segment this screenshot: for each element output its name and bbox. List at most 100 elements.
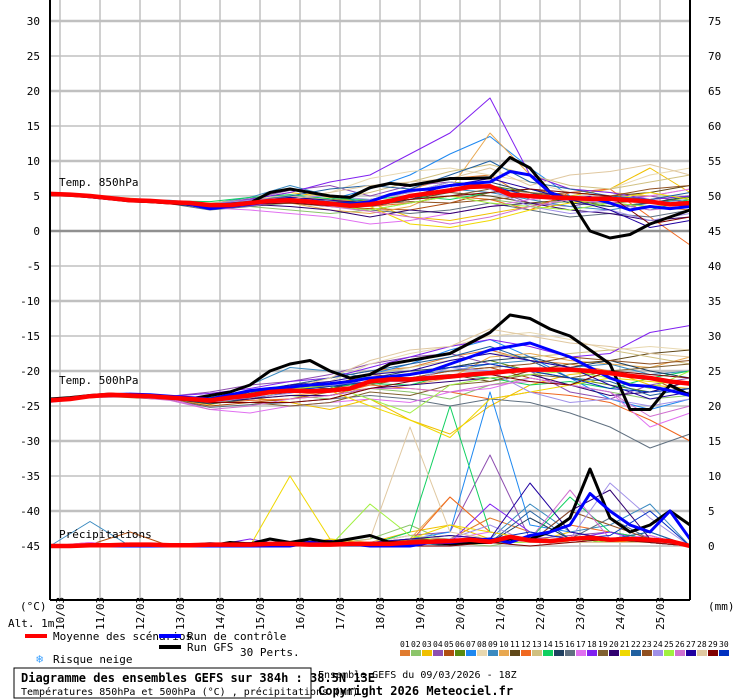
member-id-label: 23	[642, 640, 652, 649]
member-id-label: 26	[675, 640, 685, 649]
panel-label-t500: Temp. 500hPa	[59, 374, 138, 387]
panel-label-precip: Précipitations	[59, 528, 152, 541]
member-color-swatch	[510, 650, 520, 656]
date-tick-label: 18/03	[374, 597, 387, 630]
left-tick-label: -25	[20, 400, 40, 413]
left-tick-label: -15	[20, 330, 40, 343]
legend-control-label: Run de contrôle	[187, 630, 286, 643]
member-id-label: 19	[598, 640, 608, 649]
left-tick-label: -45	[20, 540, 40, 553]
right-unit-label: (mm)	[708, 600, 735, 613]
left-tick-label: -20	[20, 365, 40, 378]
panel-label-t850: Temp. 850hPa	[59, 176, 138, 189]
grid	[50, 0, 690, 600]
left-tick-label: 25	[27, 50, 40, 63]
axes: 10/03 11/03 12/03 13/03 14/03 15/03 16/03 17/03…	[20, 0, 721, 630]
member-color-swatch	[631, 650, 641, 656]
member-color-swatch	[521, 650, 531, 656]
member-color-swatch	[411, 650, 421, 656]
legend-snow-label: Risque neige	[53, 653, 132, 666]
member-color-swatch	[499, 650, 509, 656]
series-layer	[49, 97, 692, 549]
member-color-swatch	[708, 650, 718, 656]
altitude-label: Alt. 1m	[8, 617, 55, 630]
legend-control-swatch	[159, 634, 181, 638]
legend-gfs-label: Run GFS	[187, 641, 233, 654]
member-color-swatch	[422, 650, 432, 656]
date-tick-label: 12/03	[134, 597, 147, 630]
member-color-swatch	[664, 650, 674, 656]
legend-mean-label: Moyenne des scénarios	[53, 630, 192, 643]
date-tick-label: 16/03	[294, 597, 307, 630]
member-color-swatch	[532, 650, 542, 656]
date-tick-label: 11/03	[94, 597, 107, 630]
member-id-label: 30	[719, 640, 729, 649]
legend-mean-swatch	[25, 634, 47, 638]
member-color-swatch	[609, 650, 619, 656]
right-tick-label: 30	[708, 330, 721, 343]
left-tick-label: 20	[27, 85, 40, 98]
legend-perts-label: 30 Perts.	[240, 646, 300, 659]
left-tick-label: 5	[33, 190, 40, 203]
date-tick-label: 22/03	[534, 597, 547, 630]
right-tick-label: 5	[708, 505, 715, 518]
right-tick-label: 75	[708, 15, 721, 28]
date-tick-label: 20/03	[454, 597, 467, 630]
member-id-label: 17	[576, 640, 586, 649]
member-color-swatch	[642, 650, 652, 656]
date-tick-label: 24/03	[614, 597, 627, 630]
member-color-swatch	[466, 650, 476, 656]
member-id-label: 09	[488, 640, 498, 649]
run-info: Ensemble GEFS du 09/03/2026 - 18Z	[318, 670, 517, 681]
date-tick-label: 17/03	[334, 597, 347, 630]
member-color-swatch	[719, 650, 729, 656]
member-color-swatch	[576, 650, 586, 656]
member-color-swatch	[697, 650, 707, 656]
chart-subtitle: Températures 850hPa et 500hPa (°C) , pré…	[21, 686, 358, 698]
member-id-label: 07	[466, 640, 476, 649]
member-id-label: 18	[587, 640, 597, 649]
member-color-swatch	[686, 650, 696, 656]
mean-t500-line	[49, 367, 691, 403]
member-id-label: 24	[653, 640, 663, 649]
member-color-swatch	[565, 650, 575, 656]
member-id-label: 06	[455, 640, 465, 649]
member-color-swatch	[598, 650, 608, 656]
date-tick-label: 15/03	[254, 597, 267, 630]
member-color-swatch	[653, 650, 663, 656]
member-id-label: 27	[686, 640, 696, 649]
title-box	[13, 667, 312, 699]
left-tick-label: -30	[20, 435, 40, 448]
pert-21-t500-line	[49, 377, 691, 438]
right-tick-label: 10	[708, 470, 721, 483]
date-tick-label: 13/03	[174, 597, 187, 630]
member-id-label: 08	[477, 640, 487, 649]
member-color-swatch	[455, 650, 465, 656]
member-id-label: 28	[697, 640, 707, 649]
member-legend: 01 02 03 04 05 06 07 08 09 10 11 12 13 14 15 16 17 18 19 20…	[400, 640, 729, 656]
member-id-label: 04	[433, 640, 443, 649]
copyright: Copyright 2026 Meteociel.fr	[318, 684, 513, 698]
left-tick-label: 0	[33, 225, 40, 238]
right-tick-label: 0	[708, 540, 715, 553]
member-id-label: 13	[532, 640, 542, 649]
left-tick-label: 10	[27, 155, 40, 168]
member-id-label: 12	[521, 640, 531, 649]
snowflake-icon: ❄	[36, 652, 43, 666]
right-tick-label: 55	[708, 155, 721, 168]
member-color-swatch	[477, 650, 487, 656]
right-tick-label: 35	[708, 295, 721, 308]
left-unit-label: (°C)	[20, 600, 47, 613]
right-tick-label: 60	[708, 120, 721, 133]
pert-07-precip-line	[50, 391, 691, 547]
member-id-label: 05	[444, 640, 454, 649]
mean-precip-line	[50, 534, 691, 549]
member-color-swatch	[433, 650, 443, 656]
date-tick-label: 25/03	[654, 597, 667, 630]
right-tick-label: 25	[708, 365, 721, 378]
right-tick-label: 65	[708, 85, 721, 98]
member-color-swatch	[675, 650, 685, 656]
member-id-label: 21	[620, 640, 630, 649]
left-tick-label: 15	[27, 120, 40, 133]
